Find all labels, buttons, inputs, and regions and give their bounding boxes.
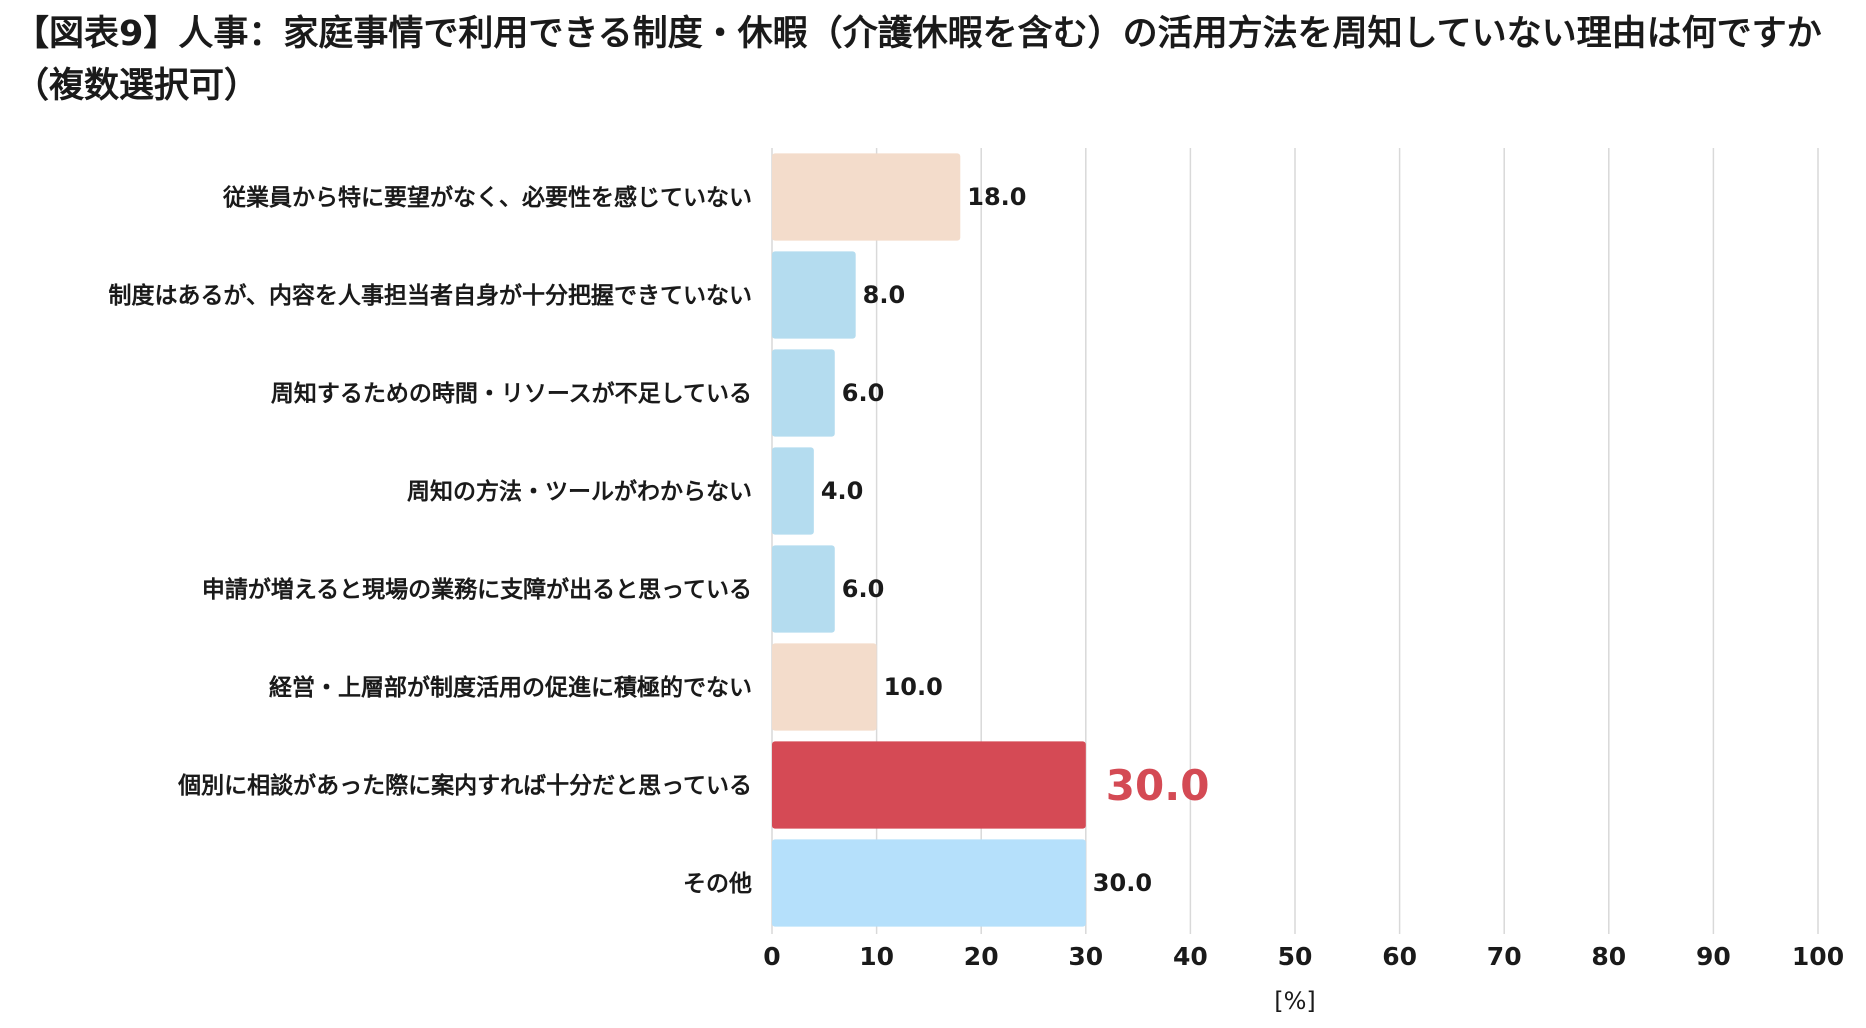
x-tick-label: 90 xyxy=(1696,942,1731,971)
x-tick-label: 60 xyxy=(1382,942,1417,971)
data-label: 30.0 xyxy=(1106,761,1210,810)
category-label: 個別に相談があった際に案内すれば十分だと思っている xyxy=(177,772,752,799)
category-label: 従業員から特に要望がなく、必要性を感じていない xyxy=(222,184,752,211)
x-tick-label: 20 xyxy=(964,942,999,971)
bar xyxy=(772,153,961,241)
x-tick-label: 80 xyxy=(1591,942,1626,971)
x-tick-label: 70 xyxy=(1487,942,1522,971)
x-tick-label: 40 xyxy=(1173,942,1208,971)
category-label: 経営・上層部が制度活用の促進に積極的でない xyxy=(269,674,752,701)
category-label: 周知するための時間・リソースが不足している xyxy=(271,380,752,407)
x-tick-label: 10 xyxy=(859,942,894,971)
data-label: 6.0 xyxy=(842,379,885,407)
category-label: 周知の方法・ツールがわからない xyxy=(407,478,752,505)
bar xyxy=(772,447,814,535)
bar xyxy=(772,545,835,633)
category-label: 制度はあるが、内容を人事担当者自身が十分把握できていない xyxy=(108,282,752,309)
x-tick-label: 100 xyxy=(1792,942,1844,971)
bar xyxy=(772,741,1086,829)
bar xyxy=(772,251,856,339)
bar xyxy=(772,643,877,731)
bar xyxy=(772,839,1086,927)
category-label: その他 xyxy=(683,871,752,897)
data-label: 4.0 xyxy=(821,477,864,505)
x-tick-label: 0 xyxy=(763,942,780,971)
data-label: 8.0 xyxy=(863,281,906,309)
x-tick-label: 50 xyxy=(1278,942,1313,971)
data-label: 18.0 xyxy=(967,183,1026,211)
chart-title: 【図表9】人事：家庭事情で利用できる制度・休暇（介護休暇を含む）の活用方法を周知… xyxy=(14,14,1822,106)
bar xyxy=(772,349,835,437)
data-label: 6.0 xyxy=(842,575,885,603)
data-label: 30.0 xyxy=(1093,869,1152,897)
category-label: 申請が増えると現場の業務に支障が出ると思っている xyxy=(202,576,752,603)
x-tick-label: 30 xyxy=(1068,942,1103,971)
x-axis-label: [%] xyxy=(1274,987,1316,1015)
data-label: 10.0 xyxy=(884,673,943,701)
